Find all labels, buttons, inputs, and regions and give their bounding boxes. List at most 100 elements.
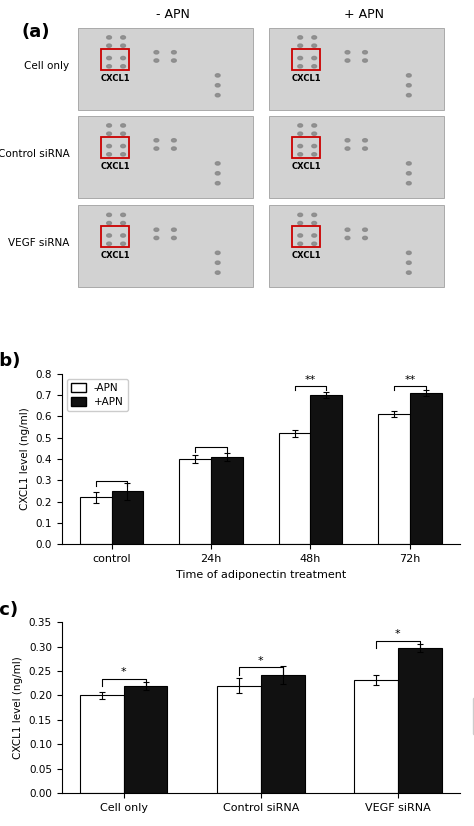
Circle shape bbox=[406, 162, 411, 165]
Bar bbox=[410, 393, 442, 544]
Text: (a): (a) bbox=[22, 23, 50, 41]
Text: *: * bbox=[258, 656, 264, 666]
Circle shape bbox=[406, 271, 411, 274]
Circle shape bbox=[298, 153, 302, 156]
Circle shape bbox=[298, 132, 302, 135]
Circle shape bbox=[345, 59, 350, 62]
Circle shape bbox=[312, 36, 317, 39]
Circle shape bbox=[406, 93, 411, 97]
Circle shape bbox=[345, 228, 350, 231]
Circle shape bbox=[154, 236, 159, 240]
Circle shape bbox=[406, 172, 411, 175]
Bar bbox=[78, 205, 253, 287]
Circle shape bbox=[107, 124, 111, 127]
Circle shape bbox=[107, 213, 111, 216]
Text: CXCL1: CXCL1 bbox=[100, 162, 130, 171]
Circle shape bbox=[215, 182, 220, 185]
Bar bbox=[378, 415, 410, 544]
Circle shape bbox=[312, 124, 317, 127]
Text: (c): (c) bbox=[0, 601, 19, 619]
Circle shape bbox=[107, 153, 111, 156]
Bar bbox=[279, 434, 310, 544]
Circle shape bbox=[121, 221, 126, 225]
Circle shape bbox=[298, 145, 302, 148]
Circle shape bbox=[121, 44, 126, 47]
Circle shape bbox=[298, 124, 302, 127]
Bar bbox=[78, 27, 253, 110]
Y-axis label: CXCL1 level (ng/ml): CXCL1 level (ng/ml) bbox=[13, 657, 23, 759]
Circle shape bbox=[312, 234, 317, 237]
Circle shape bbox=[215, 172, 220, 175]
Circle shape bbox=[363, 228, 367, 231]
Circle shape bbox=[107, 145, 111, 148]
Circle shape bbox=[312, 242, 317, 245]
Circle shape bbox=[298, 234, 302, 237]
Text: CXCL1: CXCL1 bbox=[292, 251, 321, 260]
Circle shape bbox=[172, 228, 176, 231]
Text: CXCL1: CXCL1 bbox=[292, 74, 321, 83]
Bar bbox=[292, 49, 320, 69]
Circle shape bbox=[121, 242, 126, 245]
Circle shape bbox=[298, 56, 302, 59]
X-axis label: Time of adiponectin treatment: Time of adiponectin treatment bbox=[175, 570, 346, 580]
Circle shape bbox=[406, 74, 411, 77]
Circle shape bbox=[215, 74, 220, 77]
Circle shape bbox=[215, 271, 220, 274]
Circle shape bbox=[121, 145, 126, 148]
Circle shape bbox=[121, 124, 126, 127]
Bar bbox=[310, 395, 342, 544]
Text: CXCL1: CXCL1 bbox=[292, 162, 321, 171]
Bar bbox=[269, 116, 444, 198]
Circle shape bbox=[154, 147, 159, 150]
Circle shape bbox=[121, 213, 126, 216]
Circle shape bbox=[172, 236, 176, 240]
Circle shape bbox=[121, 56, 126, 59]
Circle shape bbox=[121, 153, 126, 156]
Circle shape bbox=[312, 44, 317, 47]
Bar bbox=[101, 226, 129, 247]
Text: *: * bbox=[121, 667, 127, 677]
Circle shape bbox=[406, 182, 411, 185]
Bar bbox=[101, 137, 129, 158]
Circle shape bbox=[312, 56, 317, 59]
Circle shape bbox=[312, 145, 317, 148]
Text: VEGF siRNA: VEGF siRNA bbox=[8, 239, 70, 249]
Circle shape bbox=[406, 261, 411, 264]
Bar bbox=[354, 680, 398, 793]
Circle shape bbox=[121, 64, 126, 68]
Circle shape bbox=[107, 242, 111, 245]
Circle shape bbox=[298, 36, 302, 39]
Bar bbox=[292, 137, 320, 158]
Text: (b): (b) bbox=[0, 353, 21, 370]
Text: - APN: - APN bbox=[156, 7, 190, 21]
Bar bbox=[80, 497, 111, 544]
Text: **: ** bbox=[305, 375, 316, 385]
Circle shape bbox=[107, 221, 111, 225]
Text: CXCL1: CXCL1 bbox=[100, 251, 130, 260]
Circle shape bbox=[345, 236, 350, 240]
Circle shape bbox=[154, 50, 159, 54]
Circle shape bbox=[363, 50, 367, 54]
Circle shape bbox=[154, 228, 159, 231]
Circle shape bbox=[121, 36, 126, 39]
Legend: -APN, +APN: -APN, +APN bbox=[67, 379, 128, 411]
Circle shape bbox=[298, 44, 302, 47]
Circle shape bbox=[298, 221, 302, 225]
Circle shape bbox=[312, 221, 317, 225]
Circle shape bbox=[107, 64, 111, 68]
Bar bbox=[217, 686, 261, 793]
Text: Control siRNA: Control siRNA bbox=[0, 149, 70, 159]
Text: **: ** bbox=[404, 375, 416, 385]
Circle shape bbox=[154, 59, 159, 62]
Circle shape bbox=[215, 251, 220, 254]
Circle shape bbox=[172, 50, 176, 54]
Circle shape bbox=[345, 139, 350, 142]
Circle shape bbox=[121, 132, 126, 135]
Bar bbox=[292, 226, 320, 247]
Circle shape bbox=[107, 132, 111, 135]
Bar bbox=[398, 648, 442, 793]
Y-axis label: CXCL1 level (ng/ml): CXCL1 level (ng/ml) bbox=[20, 408, 30, 510]
Text: Cell only: Cell only bbox=[25, 61, 70, 71]
Circle shape bbox=[345, 147, 350, 150]
Circle shape bbox=[345, 50, 350, 54]
